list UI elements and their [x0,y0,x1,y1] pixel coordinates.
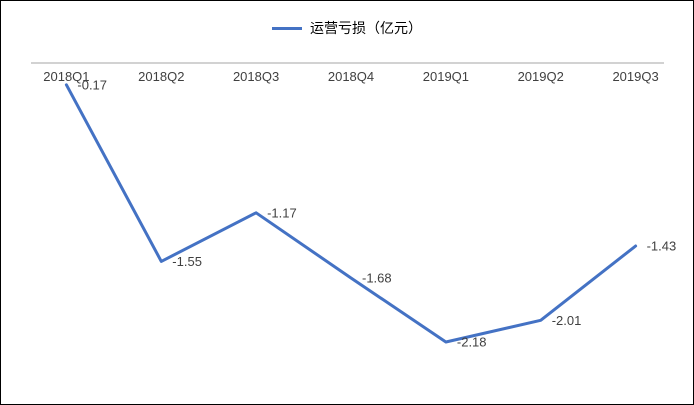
x-axis-tick-label: 2018Q3 [233,69,279,84]
x-axis-tick-label: 2019Q1 [423,69,469,84]
x-axis-tick-label: 2019Q3 [612,69,658,84]
x-axis-tick-label: 2019Q2 [518,69,564,84]
data-point-label: -2.18 [457,335,487,350]
data-point-label: -0.17 [77,77,107,92]
data-point-label: -1.68 [362,271,392,286]
data-point-label: -1.17 [267,205,297,220]
x-axis-tick-label: 2018Q4 [328,69,374,84]
data-point-label: -2.01 [552,313,582,328]
x-axis-tick-label: 2018Q2 [138,69,184,84]
data-point-label: -1.55 [172,254,202,269]
series-line [64,83,638,344]
data-point-label: -1.43 [647,239,677,254]
x-axis-tick-label: 2018Q1 [43,69,89,84]
